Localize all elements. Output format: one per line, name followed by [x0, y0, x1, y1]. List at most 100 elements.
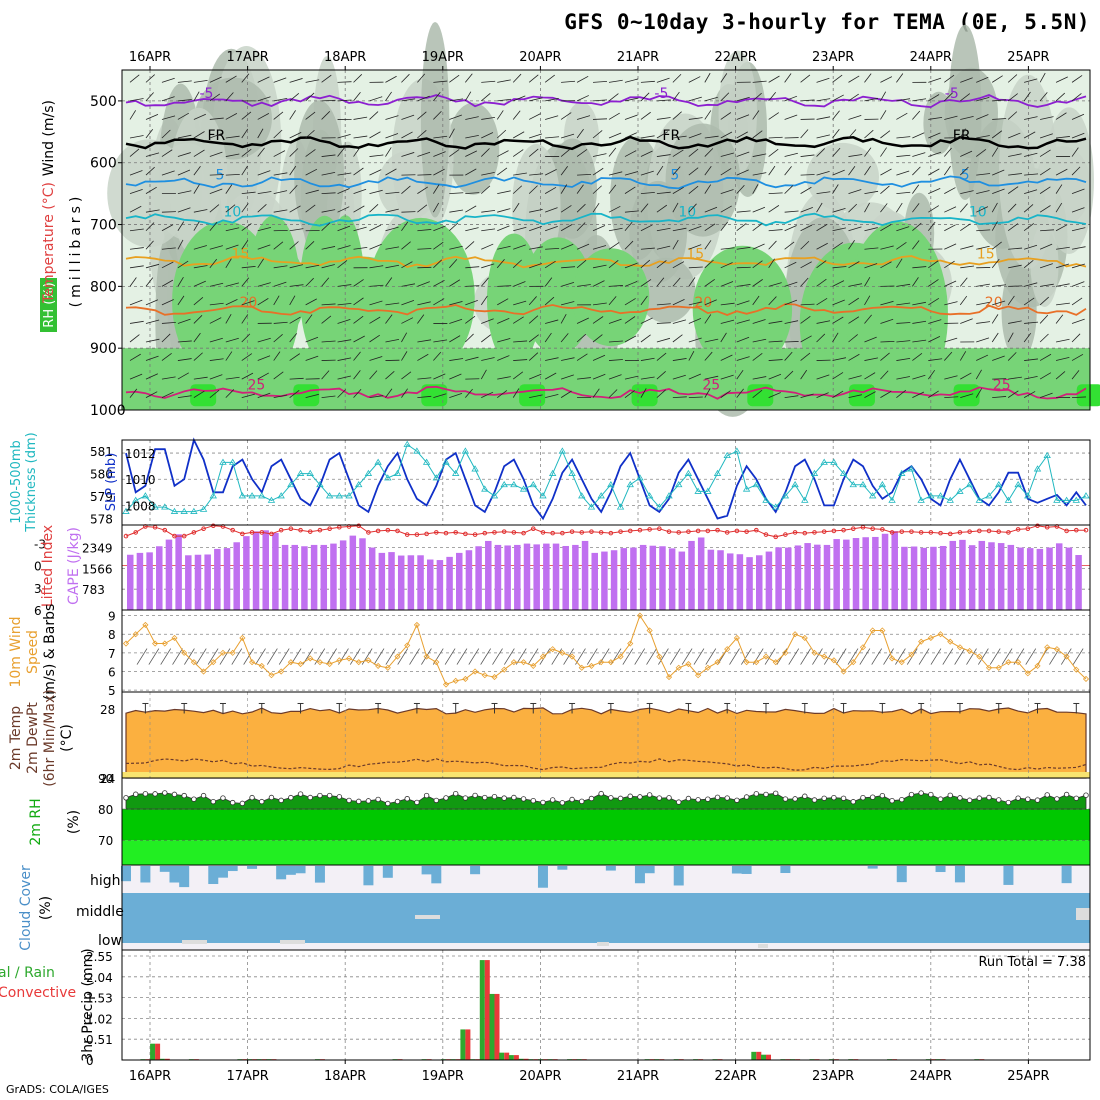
- wind-speed-point: [617, 653, 624, 660]
- wind-barb: [177, 318, 191, 324]
- wind-barb: [944, 92, 953, 102]
- wind-barb: [848, 129, 857, 139]
- thickness-point: [442, 458, 450, 465]
- thickness-point: [170, 507, 179, 514]
- wind-barb: [576, 317, 589, 324]
- wind-barb: [129, 265, 144, 269]
- high-cloud: [634, 866, 645, 884]
- rh-point: [1083, 792, 1089, 798]
- wind-barb: [161, 170, 175, 176]
- cape-bar: [939, 545, 947, 610]
- wind-barb: [337, 99, 352, 102]
- wind-barb: [497, 150, 509, 157]
- wind-barb: [337, 225, 351, 232]
- cape-bar: [320, 544, 328, 610]
- high-cloud: [121, 866, 131, 882]
- wind-barb: [177, 99, 192, 102]
- wind-barb: [832, 147, 841, 157]
- rh-point: [889, 798, 895, 804]
- wind-barb: [497, 190, 511, 195]
- wind-barb: [864, 357, 879, 361]
- wind-barb: [912, 320, 927, 324]
- wind-barb: [257, 355, 271, 361]
- wind-barb: [241, 372, 254, 380]
- wind-barb: [1024, 282, 1038, 287]
- wind-barb: [273, 172, 288, 176]
- wind-barb: [353, 388, 362, 398]
- wind-barb: [225, 389, 235, 398]
- lifted-index-point: [850, 526, 856, 531]
- wind-barb: [560, 243, 574, 250]
- lifted-index-point: [288, 526, 294, 531]
- wind-barb: [257, 76, 270, 83]
- cloud-axis-label: Cloud Cover: [18, 865, 34, 951]
- wind-speed-point: [375, 662, 382, 669]
- top-day-label: 25APR: [1007, 50, 1049, 65]
- wind-barb: [784, 166, 792, 176]
- rh-point: [840, 795, 847, 801]
- cape-bar: [262, 530, 269, 610]
- pressure-axis-title: (millibars): [68, 193, 84, 308]
- wind-barb: [592, 225, 606, 232]
- wind-barb: [449, 74, 460, 83]
- wind-barb: [880, 168, 892, 176]
- wind-barb: [576, 184, 584, 194]
- lifted-index-point: [259, 530, 265, 535]
- wind-barb: [960, 190, 974, 195]
- wind-barb: [353, 116, 368, 120]
- wind-barb: [241, 128, 249, 139]
- wind-barb: [289, 148, 299, 157]
- cape-bar: [697, 537, 705, 610]
- rain-bar: [159, 1058, 165, 1060]
- cape-bar: [1075, 555, 1082, 610]
- cape-bar: [397, 555, 405, 610]
- wind-barb: [448, 128, 455, 139]
- wind-barb: [928, 205, 940, 213]
- rh-point: [452, 790, 459, 797]
- wind-barb: [816, 392, 829, 399]
- wind-barb: [672, 186, 684, 194]
- thickness-point: [927, 492, 935, 499]
- wind-barb: [193, 296, 204, 306]
- lifted-index-point: [530, 526, 536, 531]
- wind-barb: [720, 189, 734, 195]
- wind-barb: [1055, 356, 1070, 361]
- wind-barb: [401, 371, 412, 380]
- rh-saturated-blob: [848, 384, 875, 407]
- wind-barb: [529, 373, 542, 380]
- wind-barb: [560, 166, 569, 176]
- thickness-point: [985, 492, 993, 499]
- convective-bar: [756, 1051, 762, 1060]
- rh-point: [346, 797, 352, 804]
- lifted-index-point: [715, 527, 720, 533]
- top-day-label: 17APR: [226, 50, 268, 65]
- wind-barb: [497, 79, 511, 83]
- wind-barb: [257, 298, 269, 306]
- lifted-index-point: [627, 528, 633, 534]
- wind-barb: [289, 205, 301, 213]
- cape-bar: [204, 554, 211, 610]
- wind-barb: [688, 225, 702, 232]
- wind-barb: [1039, 263, 1053, 269]
- cloud-axis-title: Cloud Cover: [18, 865, 34, 951]
- wind-barb: [704, 206, 718, 213]
- wind-barb: [864, 165, 871, 176]
- rh-point: [326, 792, 333, 799]
- wind-barb: [880, 110, 887, 120]
- wind-barb: [896, 357, 911, 361]
- lifted-index-point: [1006, 530, 1011, 535]
- wind-speed-point: [675, 664, 682, 671]
- wind-barb: [497, 298, 509, 306]
- wind-axis-label: 10m Wind: [8, 616, 24, 687]
- cape-bar: [978, 540, 986, 610]
- wind-barb: [273, 111, 284, 120]
- wind-barb: [513, 359, 528, 361]
- wind-barb: [672, 358, 687, 361]
- wind-barb: [560, 390, 572, 398]
- thickness-point: [781, 492, 790, 499]
- wind-barb: [768, 282, 782, 287]
- wind-barb: [848, 316, 860, 324]
- bottom-day-label: 22APR: [714, 1069, 756, 1084]
- lifted-index-point: [967, 529, 972, 534]
- wind-barb: [433, 225, 446, 232]
